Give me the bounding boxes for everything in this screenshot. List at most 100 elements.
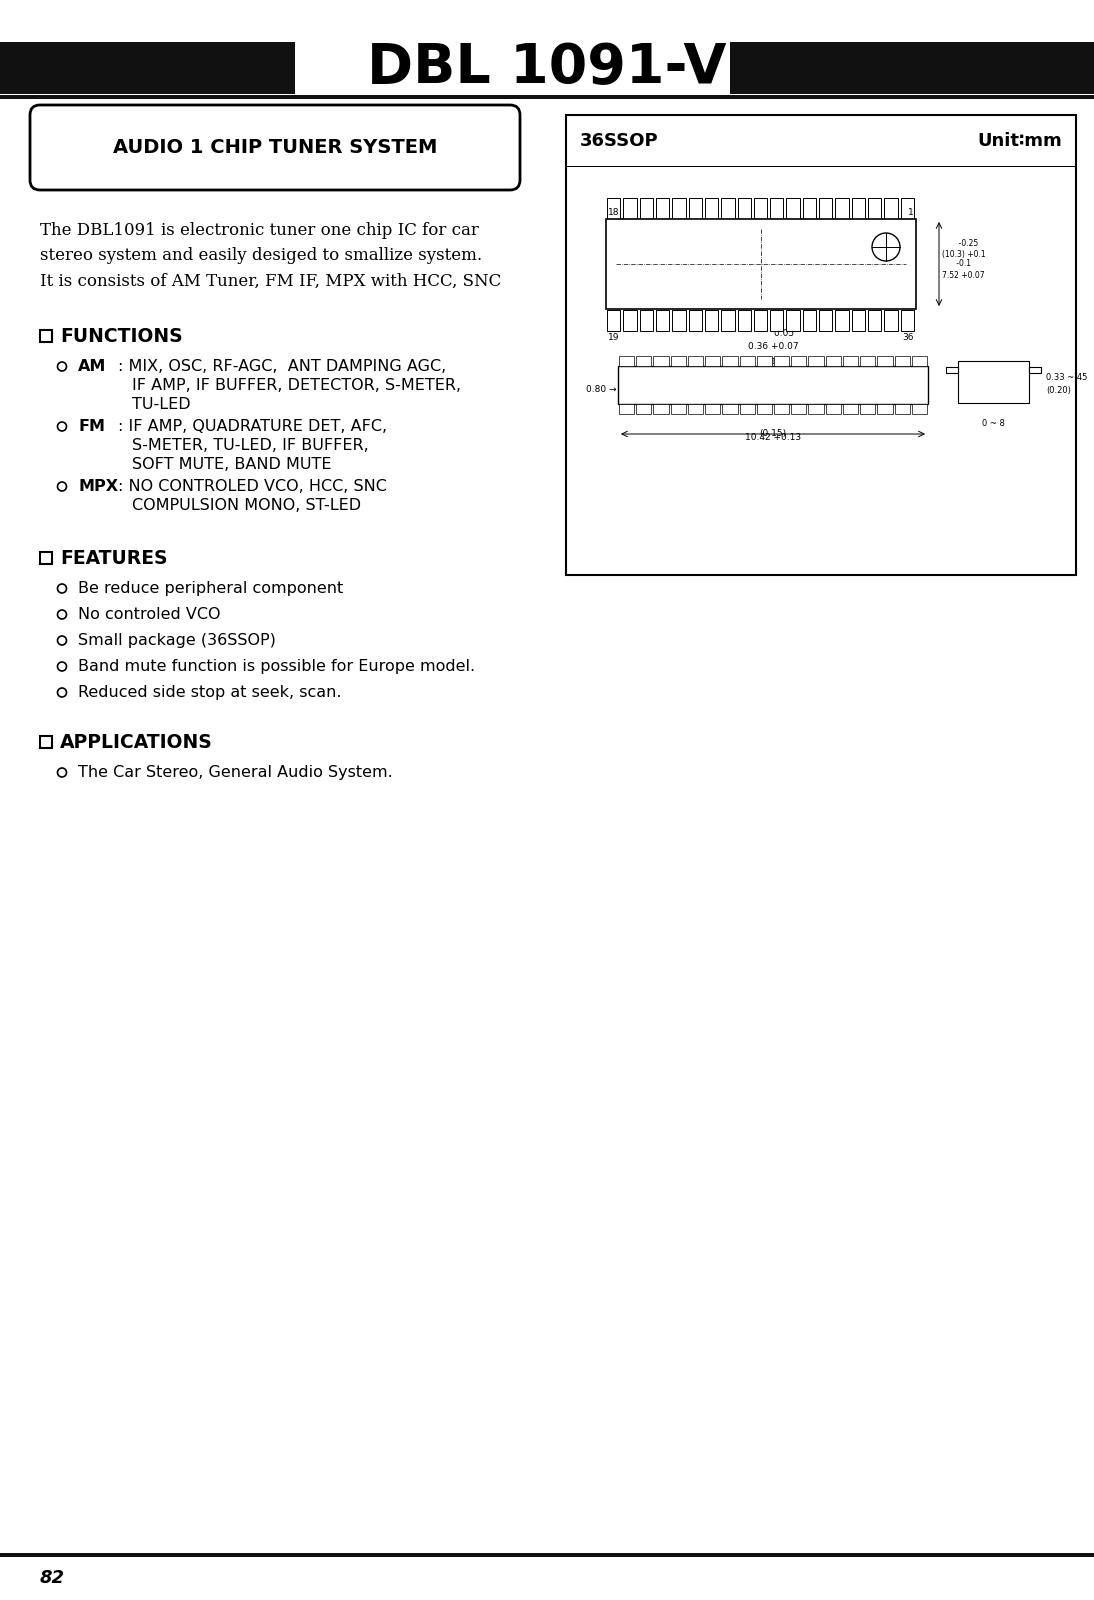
Bar [791, 357, 806, 366]
Bar [911, 357, 927, 366]
Bar [640, 310, 653, 331]
Text: 0.80 →: 0.80 → [585, 386, 616, 395]
Text: (0.20): (0.20) [1046, 386, 1071, 395]
Bar [706, 357, 720, 366]
Text: Reduced side stop at seek, scan.: Reduced side stop at seek, scan. [78, 685, 341, 701]
Text: FEATURES: FEATURES [60, 549, 167, 568]
Bar [757, 357, 772, 366]
Text: Be reduce peripheral component: Be reduce peripheral component [78, 581, 344, 595]
Text: COMPULSION MONO, ST-LED: COMPULSION MONO, ST-LED [132, 498, 361, 514]
Text: The Car Stereo, General Audio System.: The Car Stereo, General Audio System. [78, 765, 393, 781]
Text: : IF AMP, QUADRATURE DET, AFC,: : IF AMP, QUADRATURE DET, AFC, [118, 419, 387, 434]
Text: 7.52 +0.07: 7.52 +0.07 [942, 272, 985, 280]
Bar [706, 403, 720, 414]
Bar [770, 198, 783, 219]
Bar [877, 357, 893, 366]
Bar [640, 198, 653, 219]
Text: FUNCTIONS: FUNCTIONS [60, 326, 183, 346]
Text: MPX: MPX [78, 478, 118, 494]
Bar [566, 115, 1076, 574]
Bar [900, 198, 913, 219]
Bar [688, 198, 702, 219]
Bar [852, 310, 865, 331]
Bar [754, 310, 767, 331]
Bar [0, 94, 1094, 99]
Text: FM: FM [78, 419, 105, 434]
Bar [0, 42, 295, 94]
Bar [819, 310, 833, 331]
Bar [688, 357, 703, 366]
Bar [895, 357, 910, 366]
Bar [773, 403, 789, 414]
Bar [946, 366, 958, 373]
Bar [860, 403, 875, 414]
Bar [624, 198, 637, 219]
Bar [770, 310, 783, 331]
Bar [860, 357, 875, 366]
Bar [836, 310, 849, 331]
FancyBboxPatch shape [30, 106, 520, 190]
Text: 10.42 +0.13: 10.42 +0.13 [745, 434, 801, 442]
Text: 0.33 ~ 45: 0.33 ~ 45 [1046, 373, 1087, 382]
Text: 19: 19 [608, 333, 619, 342]
Bar [740, 403, 755, 414]
Bar [787, 310, 800, 331]
Text: 1: 1 [908, 208, 913, 218]
Text: 82: 82 [40, 1570, 65, 1587]
Text: (0.15): (0.15) [759, 429, 787, 438]
Bar [754, 198, 767, 219]
Bar [619, 357, 635, 366]
Bar [884, 310, 898, 331]
Bar [737, 310, 750, 331]
Bar [673, 198, 686, 219]
Bar [808, 403, 824, 414]
Bar [826, 403, 841, 414]
Bar [852, 198, 865, 219]
Bar [688, 310, 702, 331]
Bar [619, 403, 635, 414]
Bar [900, 310, 913, 331]
Text: The DBL1091 is electronic tuner one chip IC for car
stereo system and easily des: The DBL1091 is electronic tuner one chip… [40, 222, 501, 290]
Bar [671, 403, 686, 414]
Bar [826, 357, 841, 366]
Bar [705, 310, 718, 331]
Bar [637, 357, 651, 366]
Bar [842, 403, 858, 414]
Bar [740, 357, 755, 366]
Bar [656, 310, 670, 331]
Bar [803, 310, 816, 331]
Bar [722, 403, 737, 414]
Bar [787, 198, 800, 219]
Text: 18: 18 [608, 208, 619, 218]
Text: AUDIO 1 CHIP TUNER SYSTEM: AUDIO 1 CHIP TUNER SYSTEM [113, 138, 438, 157]
Bar [884, 198, 898, 219]
Bar [624, 310, 637, 331]
Text: 36: 36 [903, 333, 913, 342]
Bar [653, 357, 668, 366]
Bar [911, 403, 927, 414]
Text: 0 ~ 8: 0 ~ 8 [982, 419, 1005, 427]
Text: APPLICATIONS: APPLICATIONS [60, 733, 212, 752]
Bar [895, 403, 910, 414]
Bar [671, 357, 686, 366]
Text: S-METER, TU-LED, IF BUFFER,: S-METER, TU-LED, IF BUFFER, [132, 438, 369, 453]
Text: Band mute function is possible for Europe model.: Band mute function is possible for Europ… [78, 659, 475, 674]
Bar [836, 198, 849, 219]
Text: : MIX, OSC, RF-AGC,  ANT DAMPING AGC,: : MIX, OSC, RF-AGC, ANT DAMPING AGC, [118, 358, 446, 374]
Bar [0, 1554, 1094, 1557]
Bar [737, 198, 750, 219]
Bar [1029, 366, 1041, 373]
Bar [673, 310, 686, 331]
Text: TU-LED: TU-LED [132, 397, 190, 411]
Bar [688, 403, 703, 414]
Bar [40, 330, 53, 342]
Bar [656, 198, 670, 219]
Text: SOFT MUTE, BAND MUTE: SOFT MUTE, BAND MUTE [132, 458, 331, 472]
Bar [819, 198, 833, 219]
Text: 0.36 +0.07: 0.36 +0.07 [747, 342, 799, 350]
Text: IF AMP, IF BUFFER, DETECTOR, S-METER,: IF AMP, IF BUFFER, DETECTOR, S-METER, [132, 378, 462, 394]
Bar [803, 198, 816, 219]
Bar [721, 310, 734, 331]
Text: Unit∶mm: Unit∶mm [977, 133, 1062, 150]
Text: AM: AM [78, 358, 106, 374]
